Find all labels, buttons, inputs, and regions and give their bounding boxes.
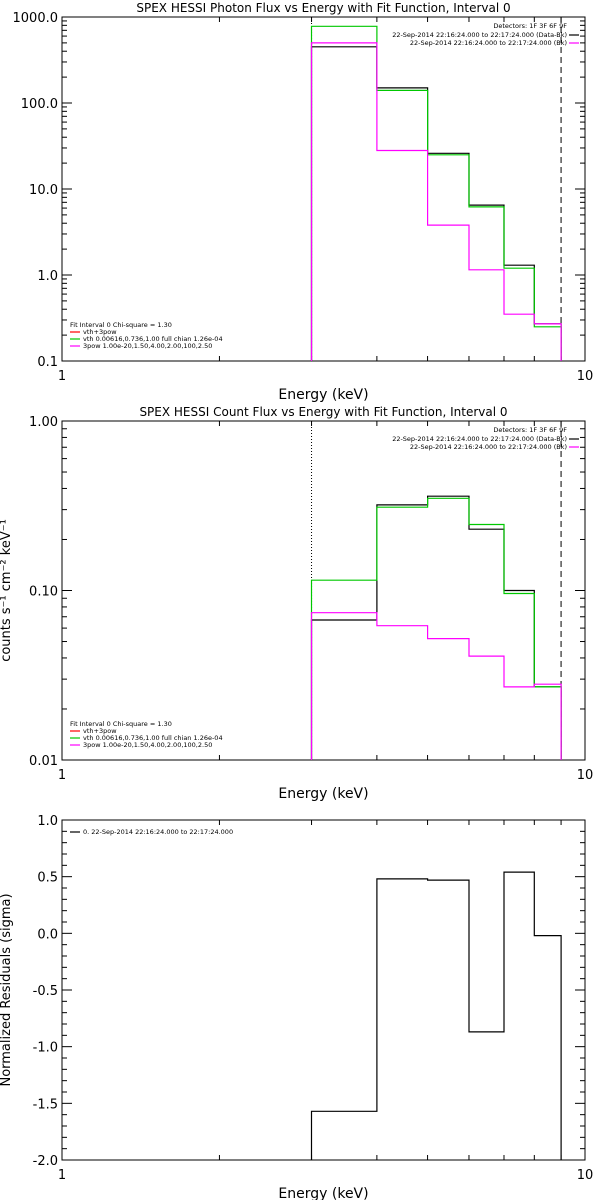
- plot-frame: [61, 819, 586, 1161]
- y-tick-label: 1.0: [37, 269, 58, 284]
- x-axis-label: Energy (keV): [278, 786, 368, 802]
- y-tick-label: 10.0: [29, 183, 58, 198]
- legend-label: 22-Sep-2014 22:16:24.000 to 22:17:24.000…: [410, 443, 567, 451]
- y-tick-label: 0.0: [37, 927, 58, 942]
- x-tick-label: 10: [577, 768, 594, 783]
- x-tick-label: 10: [577, 1168, 594, 1183]
- y-tick-label: 0.10: [29, 585, 58, 600]
- legend-label: vth+3pow: [83, 727, 117, 735]
- x-axis-label: Energy (keV): [278, 1186, 368, 1200]
- y-axis-label: Normalized Residuals (sigma): [0, 893, 14, 1086]
- legend-label: vth+3pow: [83, 328, 117, 336]
- x-axis-label: Energy (keV): [278, 387, 368, 403]
- chart-panel-1: SPEX HESSI Photon Flux vs Energy with Fi…: [13, 1, 594, 403]
- legend-label: 22-Sep-2014 22:16:24.000 to 22:17:24.000…: [392, 435, 567, 443]
- legend-label: 3pow 1.00e-20,1.50,4.00,2.00,100,2.50: [83, 342, 212, 350]
- x-tick-label: 1: [58, 1168, 66, 1183]
- y-tick-label: 1.0: [37, 814, 58, 829]
- y-tick-label: 1.00: [29, 415, 58, 430]
- legend-label: vth 0.00616,0.736,1.00 full chian 1.26e-…: [83, 734, 223, 742]
- y-axis-label: counts s⁻¹ cm⁻² keV⁻¹: [0, 519, 14, 662]
- series-line-2: [310, 497, 562, 760]
- legend-label: vth 0.00616,0.736,1.00 full chian 1.26e-…: [83, 335, 223, 343]
- series-line-1: [310, 495, 562, 760]
- series-line-2: [310, 25, 562, 361]
- y-tick-label: 0.1: [37, 355, 58, 370]
- x-tick-label: 1: [58, 369, 66, 384]
- y-tick-label: 0.01: [29, 754, 58, 769]
- y-tick-label: 100.0: [21, 97, 58, 112]
- y-tick-label: -2.0: [33, 1154, 58, 1169]
- chart-title: SPEX HESSI Photon Flux vs Energy with Fi…: [136, 1, 510, 15]
- legend-label: 22-Sep-2014 22:16:24.000 to 22:17:24.000…: [392, 31, 567, 39]
- legend-header: Fit Interval 0 Chi-square = 1.30: [70, 321, 172, 329]
- legend-label: 3pow 1.00e-20,1.50,4.00,2.00,100,2.50: [83, 741, 212, 749]
- chart-panel-2: SPEX HESSI Count Flux vs Energy with Fit…: [0, 405, 593, 802]
- legend-header: Fit Interval 0 Chi-square = 1.30: [70, 720, 172, 728]
- y-tick-label: -1.0: [33, 1041, 58, 1056]
- chart-panel-3: -2.0 -1.5 -1.0 -0.5 0.0 0.5 1.0 1 10 Energy (keV)…: [0, 814, 593, 1200]
- legend-label: 22-Sep-2014 22:16:24.000 to 22:17:24.000…: [410, 39, 567, 47]
- x-tick-label: 1: [58, 768, 66, 783]
- legend-header: Detectors: 1F 3F 6F 9F: [493, 22, 567, 30]
- y-tick-label: -1.5: [33, 1097, 58, 1112]
- series-line-1: [310, 871, 562, 1160]
- chart-title: SPEX HESSI Count Flux vs Energy with Fit…: [139, 405, 507, 419]
- legend-header: Detectors: 1F 3F 6F 9F: [493, 426, 567, 434]
- x-tick-label: 10: [577, 369, 594, 384]
- y-tick-label: 1000.0: [13, 11, 59, 26]
- y-tick-label: 0.5: [37, 871, 58, 886]
- legend-label: 0. 22-Sep-2014 22:16:24.000 to 22:17:24.…: [83, 828, 233, 836]
- y-tick-label: -0.5: [33, 984, 58, 999]
- series-line-3: [310, 42, 562, 361]
- plot-frame: [61, 16, 586, 362]
- series-line-3: [310, 612, 562, 760]
